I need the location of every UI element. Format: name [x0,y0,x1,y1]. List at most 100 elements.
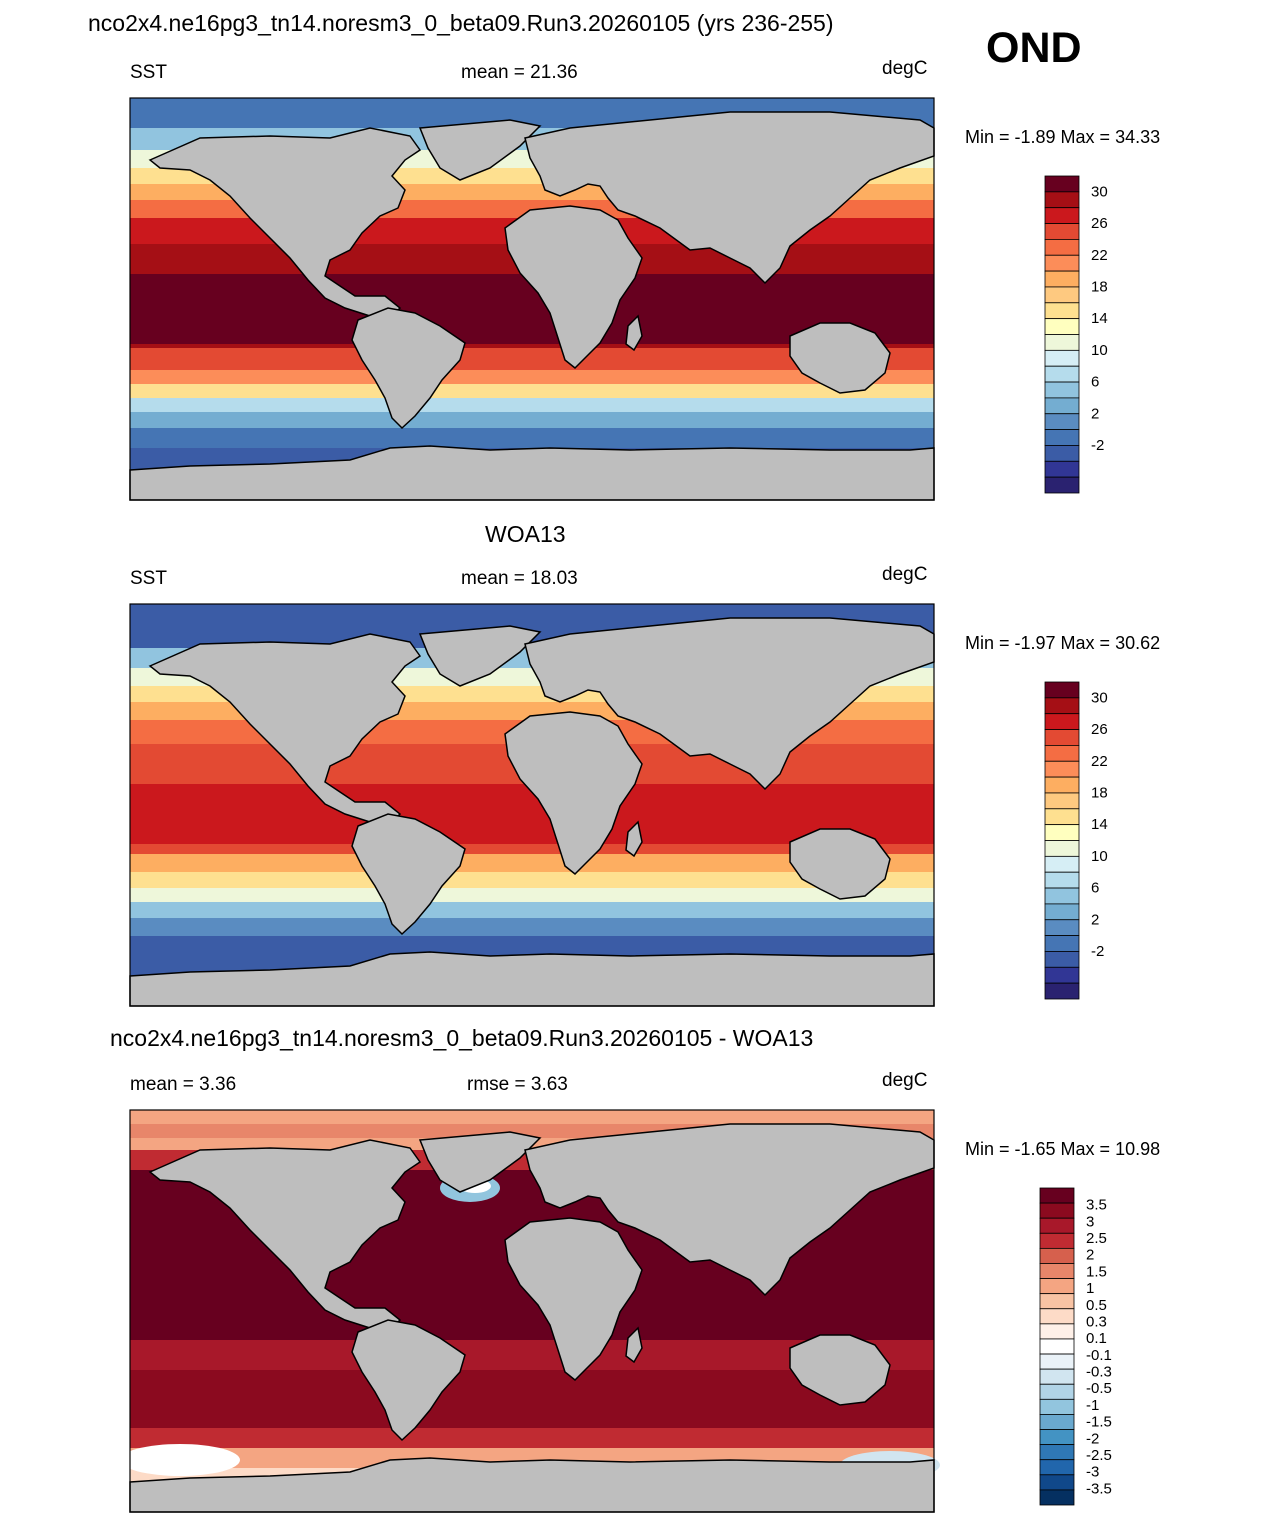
panel2-mean-label: mean = 18.03 [461,568,578,589]
panel3-title: nco2x4.ne16pg3_tn14.noresm3_0_beta09.Run… [110,1025,814,1051]
panel1-map [129,97,935,501]
colorbar-tick-label: -2 [1091,437,1104,454]
colorbar-swatch [1044,871,1080,889]
panel3-colorbar: 3.532.521.510.50.30.1-0.1-0.3-0.5-1-1.5-… [1039,1187,1112,1506]
colorbar-swatch [1044,713,1080,730]
colorbar-swatch [1044,903,1080,921]
colorbar-tick-label: 3.5 [1086,1197,1107,1214]
colorbar-tick-label: 0.5 [1086,1297,1107,1314]
colorbar-tick-label: 10 [1091,848,1108,865]
colorbar-swatch [1044,286,1080,304]
colorbar-swatch [1044,760,1080,778]
season-label: OND [986,24,1082,72]
colorbar-tick-label: 30 [1091,183,1108,200]
colorbar-swatch [1039,1353,1075,1370]
panel3-mean-label: mean = 3.36 [130,1074,237,1095]
colorbar-swatch [1039,1383,1075,1400]
panel2-map [129,603,935,1007]
colorbar-swatch [1044,476,1080,494]
colorbar-tick-label: 1.5 [1086,1263,1107,1280]
colorbar-swatch [1039,1202,1075,1219]
colorbar-tick-label: 22 [1091,753,1108,770]
colorbar-tick-label: 14 [1091,310,1108,327]
colorbar-swatch [1044,808,1080,826]
colorbar-tick-label: 0.1 [1086,1330,1107,1347]
colorbar-swatch [1044,951,1080,968]
colorbar-swatch [1039,1323,1075,1340]
colorbar-swatch [1044,681,1080,699]
colorbar-tick-label: -3 [1086,1464,1099,1481]
colorbar-tick-label: 2 [1091,405,1099,422]
colorbar-swatch [1044,824,1080,841]
colorbar-swatch [1044,919,1080,937]
colorbar-tick-label: -2 [1091,943,1104,960]
colorbar-tick-label: 30 [1091,689,1108,706]
panel2-left-label: SST [130,568,167,589]
colorbar-swatch [1044,792,1080,810]
colorbar-swatch [1039,1414,1075,1430]
colorbar-tick-label: -3.5 [1086,1480,1112,1497]
colorbar-swatch [1044,887,1080,905]
panel3-map [120,1109,940,1513]
colorbar-swatch [1044,223,1080,240]
colorbar-swatch [1044,191,1080,209]
colorbar-swatch [1039,1308,1075,1325]
colorbar-tick-label: -2.5 [1086,1447,1112,1464]
panel2-minmax: Min = -1.97 Max = 30.62 [965,633,1161,653]
colorbar-swatch [1039,1187,1075,1204]
colorbar-swatch [1039,1489,1075,1506]
colorbar-swatch [1044,982,1080,1000]
panel3-rmse-label: rmse = 3.63 [467,1074,568,1095]
panel1-minmax: Min = -1.89 Max = 34.33 [965,127,1161,147]
colorbar-swatch [1039,1217,1075,1234]
colorbar-swatch [1039,1338,1075,1355]
colorbar-swatch [1044,745,1080,762]
colorbar-swatch [1039,1474,1075,1491]
panel1-left-label: SST [130,62,167,83]
colorbar-swatch [1044,460,1080,478]
colorbar-swatch [1044,413,1080,431]
colorbar-tick-label: 18 [1091,278,1108,295]
colorbar-swatch [1044,697,1080,715]
colorbar-swatch [1044,429,1080,446]
colorbar-swatch [1039,1293,1075,1310]
colorbar-swatch [1044,238,1080,256]
colorbar-swatch [1039,1368,1075,1385]
colorbar-swatch [1039,1398,1075,1415]
colorbar-swatch [1044,175,1080,193]
colorbar-tick-label: 2 [1086,1247,1094,1264]
colorbar-tick-label: 26 [1091,215,1108,232]
colorbar-swatch [1044,365,1080,383]
colorbar-swatch [1044,966,1080,984]
colorbar-swatch [1044,840,1080,857]
colorbar-tick-label: 6 [1091,880,1099,897]
colorbar-swatch [1039,1263,1075,1279]
colorbar-tick-label: 26 [1091,721,1108,738]
colorbar-swatch [1044,318,1080,335]
colorbar-tick-label: 2.5 [1086,1230,1107,1247]
colorbar-tick-label: 10 [1091,342,1108,359]
colorbar-tick-label: 2 [1091,911,1099,928]
panel1-units-label: degC [882,58,928,79]
colorbar-swatch [1044,776,1080,794]
colorbar-swatch [1044,729,1080,746]
panel3-units-label: degC [882,1070,928,1091]
colorbar-swatch [1044,855,1080,873]
colorbar-tick-label: 3 [1086,1213,1094,1230]
colorbar-tick-label: -0.1 [1086,1347,1112,1364]
colorbar-swatch [1044,397,1080,415]
colorbar-tick-label: 14 [1091,816,1108,833]
colorbar-tick-label: 6 [1091,374,1099,391]
panel1-colorbar: 30 26 22 18 14 10 6 2 -2 [1044,175,1108,494]
colorbar-tick-label: 22 [1091,247,1108,264]
panel1-mean-label: mean = 21.36 [461,62,578,83]
colorbar-swatch [1039,1444,1075,1461]
colorbar-swatch [1044,207,1080,224]
colorbar-swatch [1044,270,1080,288]
colorbar-swatch [1044,334,1080,351]
colorbar-swatch [1044,254,1080,272]
colorbar-swatch [1039,1459,1075,1476]
colorbar-tick-label: -2 [1086,1430,1099,1447]
colorbar-swatch [1044,445,1080,462]
colorbar-swatch [1039,1232,1075,1249]
